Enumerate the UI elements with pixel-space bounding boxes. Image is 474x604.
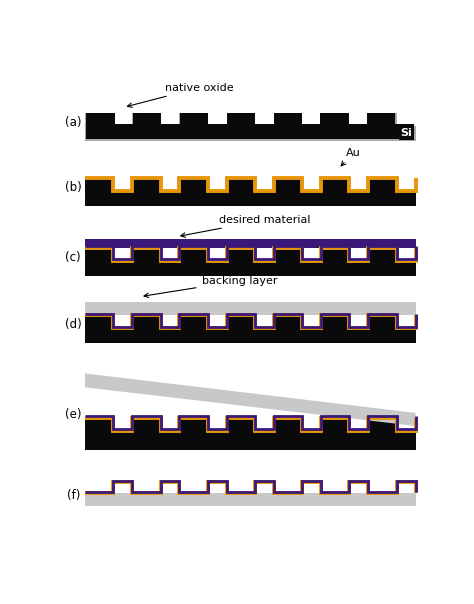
Polygon shape: [85, 373, 416, 426]
Polygon shape: [86, 113, 414, 139]
Text: native oxide: native oxide: [128, 83, 233, 108]
Text: (b): (b): [65, 181, 82, 194]
Bar: [85, 239, 416, 248]
Text: (f): (f): [66, 489, 80, 502]
Text: (e): (e): [65, 408, 82, 421]
Text: Si: Si: [401, 117, 412, 126]
Polygon shape: [85, 113, 416, 141]
Bar: [85, 493, 416, 506]
Bar: [85, 302, 416, 315]
Polygon shape: [85, 178, 416, 206]
Polygon shape: [85, 417, 416, 450]
Polygon shape: [85, 315, 416, 343]
Text: (c): (c): [65, 251, 81, 263]
Text: backing layer: backing layer: [144, 276, 277, 298]
Text: Au: Au: [341, 148, 361, 166]
Text: (d): (d): [65, 318, 82, 331]
Polygon shape: [85, 248, 416, 275]
Text: Si: Si: [401, 129, 412, 138]
Text: (a): (a): [65, 116, 82, 129]
Text: desired material: desired material: [181, 215, 311, 237]
